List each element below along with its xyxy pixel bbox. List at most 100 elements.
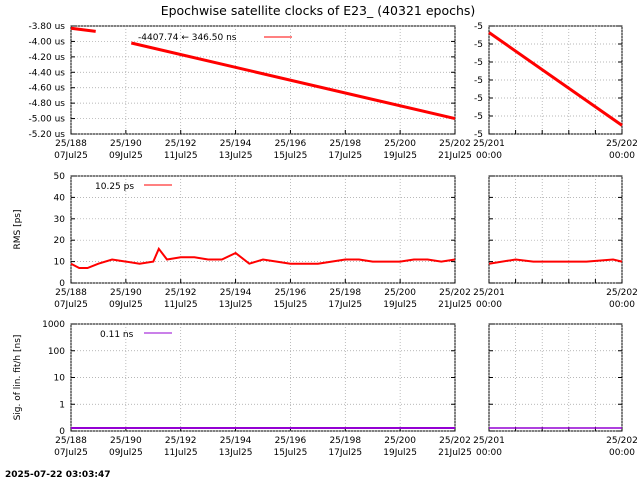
sigma-main-ytick-label: 0 [59, 427, 65, 437]
rms-main-xtick-label-top: 25/200 [384, 288, 416, 298]
rms-main-xtick-label-bottom: 19Jul25 [383, 300, 417, 310]
sigma-main-xtick-label-bottom: 11Jul25 [164, 448, 198, 458]
clock-series-line [70, 26, 96, 33]
rms-main-ytick-label: 30 [54, 215, 66, 225]
clock-main-ytick-label: -4.00 us [28, 37, 65, 47]
sigma-main-xtick-label-bottom: 09Jul25 [109, 448, 143, 458]
sigma-main-ytick-label: 1 [59, 400, 65, 410]
rms-zoom-xtick-label-top: 25/201 [473, 288, 505, 298]
clock-main-xtick-label-bottom: 15Jul25 [274, 151, 308, 161]
sigma-legend-text: 0.11 ns [100, 330, 134, 340]
clock-zoom-ytick-label: -5 [474, 40, 483, 50]
rms-main-xtick-label-bottom: 15Jul25 [274, 300, 308, 310]
chart-panels: -3.80 us -4.00 us -4.20 us -4.40 us -4.60 us… [13, 22, 638, 458]
rms-series-line [70, 246, 456, 269]
rms-zoom-xtick-label-bottom: 00:00 [609, 300, 635, 310]
rms-zoom-frame [488, 175, 623, 284]
rms-main-xtick-label-bottom: 09Jul25 [109, 300, 143, 310]
clock-zoom-xtick-label-bottom: 00:00 [609, 151, 635, 161]
clock-main-xtick-label-top: 25/194 [220, 139, 252, 149]
rms-main-ytick-label: 0 [59, 279, 65, 289]
clock-main-xtick-label-bottom: 09Jul25 [109, 151, 143, 161]
clock-series-line [130, 41, 456, 121]
rms-main-xtick-label-top: 25/190 [110, 288, 142, 298]
clock-main-xtick-label-top: 25/196 [275, 139, 307, 149]
sigma-main-ytick-label: 100 [48, 347, 65, 357]
rms-main-xtick-label-top: 25/198 [329, 288, 361, 298]
rms-main-ytick-label: 10 [54, 258, 66, 268]
rms-main-ytick-label: 50 [54, 172, 66, 182]
sigma-main-xtick-label-top: 25/202 [439, 436, 471, 446]
rms-main-ytick-label: 40 [54, 193, 66, 203]
sigma-main-ytick-label: 1000 [42, 320, 65, 330]
clock-zoom-ytick-label: -5 [474, 22, 483, 32]
clock-main-ytick-label: -4.80 us [28, 99, 65, 109]
sigma-zoom-xtick-label-top: 25/202 [606, 436, 638, 446]
sigma-main-xtick-label-bottom: 17Jul25 [328, 448, 362, 458]
clock-zoom-xtick-label-top: 25/202 [606, 139, 638, 149]
clock-main-ytick-label: -4.40 us [28, 68, 65, 78]
clock-main-ytick-label: -3.80 us [28, 22, 65, 32]
rms-zoom-xtick-label-bottom: 00:00 [476, 300, 502, 310]
rms-zoom-xtick-label-top: 25/202 [606, 288, 638, 298]
clock-zoom-xtick-label-bottom: 00:00 [476, 151, 502, 161]
clock-main-xtick-label-bottom: 11Jul25 [164, 151, 198, 161]
sigma-main-xtick-label-bottom: 07Jul25 [54, 448, 88, 458]
rms-main-xtick-label-top: 25/194 [220, 288, 252, 298]
sigma-main-xtick-label-top: 25/190 [110, 436, 142, 446]
sigma-zoom-xtick-label-top: 25/201 [473, 436, 505, 446]
sigma-main-xtick-label-top: 25/188 [55, 436, 87, 446]
clock-zoom-ytick-label: -5 [474, 58, 483, 68]
clock-main-xtick-label-top: 25/192 [165, 139, 197, 149]
clock-main-ytick-label: -5.00 us [28, 115, 65, 125]
clock-zoom-ytick-label: -5 [474, 76, 483, 86]
rms-main-xtick-label-bottom: 17Jul25 [328, 300, 362, 310]
sigma-zoom-xtick-label-bottom: 00:00 [609, 448, 635, 458]
chart-title: Epochwise satellite clocks of E23_ (4032… [161, 3, 476, 18]
rms-main-xtick-label-top: 25/202 [439, 288, 471, 298]
sigma-main-xtick-label-top: 25/200 [384, 436, 416, 446]
sigma-main-xtick-label-bottom: 13Jul25 [219, 448, 253, 458]
clock-main-xtick-label-bottom: 13Jul25 [219, 151, 253, 161]
clock-main-xtick-label-bottom: 07Jul25 [54, 151, 88, 161]
clock-legend-text: -4407.74 ← 346.50 ns [138, 33, 237, 43]
footer-timestamp: 2025-07-22 03:03:47 [5, 470, 110, 480]
clock-main-xtick-label-bottom: 21Jul25 [438, 151, 472, 161]
sigma-y-axis-label: Sig. of lin. fit/h [ns] [13, 335, 23, 421]
rms-main-xtick-label-bottom: 11Jul25 [164, 300, 198, 310]
rms-zoom-series-line [488, 258, 623, 265]
sigma-main-xtick-label-bottom: 19Jul25 [383, 448, 417, 458]
rms-main-xtick-label-bottom: 13Jul25 [219, 300, 253, 310]
clock-main-ytick-label: -4.20 us [28, 53, 65, 63]
rms-main-ytick-label: 20 [54, 236, 66, 246]
clock-main-xtick-label-top: 25/200 [384, 139, 416, 149]
clock-zoom-ytick-label: -5 [474, 94, 483, 104]
sigma-main-xtick-label-top: 25/192 [165, 436, 197, 446]
rms-legend-text: 10.25 ps [95, 182, 134, 192]
clock-main-xtick-label-bottom: 17Jul25 [328, 151, 362, 161]
clock-main-ytick-label: -5.20 us [28, 130, 65, 140]
sigma-main-xtick-label-top: 25/196 [275, 436, 307, 446]
sigma-zoom-xtick-label-bottom: 00:00 [476, 448, 502, 458]
clock-zoom-ytick-label: -5 [474, 112, 483, 122]
rms-main-xtick-label-top: 25/196 [275, 288, 307, 298]
clock-zoom-xtick-label-top: 25/201 [473, 139, 505, 149]
sigma-main-xtick-label-bottom: 15Jul25 [274, 448, 308, 458]
sigma-main-xtick-label-top: 25/198 [329, 436, 361, 446]
clock-zoom-ytick-label: -5 [474, 130, 483, 140]
sigma-main-xtick-label-top: 25/194 [220, 436, 252, 446]
clock-main-xtick-label-bottom: 19Jul25 [383, 151, 417, 161]
sigma-main-ytick-label: 10 [54, 374, 66, 384]
clock-main-xtick-label-top: 25/202 [439, 139, 471, 149]
rms-main-frame [70, 175, 456, 284]
clock-main-xtick-label-top: 25/198 [329, 139, 361, 149]
clock-main-xtick-label-top: 25/188 [55, 139, 87, 149]
rms-main-xtick-label-top: 25/188 [55, 288, 87, 298]
clock-main-xtick-label-top: 25/190 [110, 139, 142, 149]
sigma-main-xtick-label-bottom: 21Jul25 [438, 448, 472, 458]
rms-main-xtick-label-top: 25/192 [165, 288, 197, 298]
rms-y-axis-label: RMS [ps] [13, 209, 23, 249]
clock-zoom-series-line [488, 31, 623, 127]
rms-main-xtick-label-bottom: 07Jul25 [54, 300, 88, 310]
